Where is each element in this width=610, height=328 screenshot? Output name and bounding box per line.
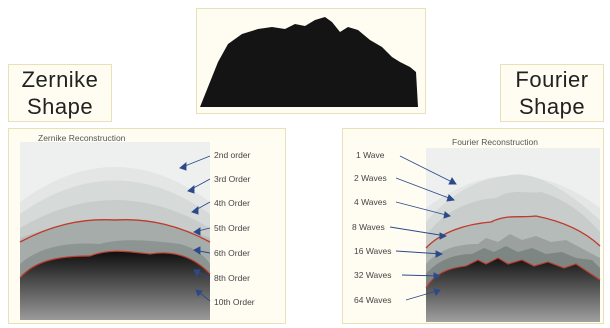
fourier-label-line2: Shape [518, 94, 586, 119]
fourier-highlight-curve [425, 215, 601, 249]
original-shape-silhouette [200, 17, 418, 107]
fourier-wave-64: 64 Waves [354, 295, 392, 305]
zernike-order-5th: 5th Order [214, 223, 250, 233]
zernike-label-line1: Zernike [21, 67, 99, 92]
zernike-label: Zernike Shape [8, 66, 112, 120]
zernike-order-2nd: 2nd order [214, 150, 251, 160]
fourier-layer-64 [426, 258, 600, 322]
zernike-order-10th: 10th Order [214, 297, 255, 307]
fourier-panel-title: Fourier Reconstruction [452, 137, 538, 147]
zernike-order-4th: 4th Order [214, 198, 250, 208]
zernike-order-8th: 8th Order [214, 273, 250, 283]
fourier-wave-2: 2 Waves [354, 173, 387, 183]
fourier-wave-4: 4 Waves [354, 197, 387, 207]
zernike-label-frame [8, 64, 112, 122]
zernike-order-6th: 6th Order [214, 248, 250, 258]
zernike-layer-10th [20, 251, 210, 320]
zernike-label-line2: Shape [26, 94, 94, 119]
zernike-reconstruction-plot [19, 142, 211, 320]
fourier-wave-1: 1 Wave [356, 150, 385, 160]
fourier-reconstruction-plot [425, 148, 601, 322]
fourier-label: Fourier Shape [500, 66, 604, 120]
fourier-wave-8: 8 Waves [352, 222, 385, 232]
fourier-label-line1: Fourier [515, 67, 589, 92]
zernike-inner-highlight [19, 250, 211, 279]
zernike-order-3rd: 3rd Order [214, 174, 251, 184]
fourier-wave-16: 16 Waves [354, 246, 392, 256]
zernike-highlight-curve [19, 219, 211, 243]
fourier-label-frame [500, 64, 604, 122]
zernike-panel-title: Zernike Reconstruction [38, 133, 126, 143]
fourier-wave-32: 32 Waves [354, 270, 392, 280]
